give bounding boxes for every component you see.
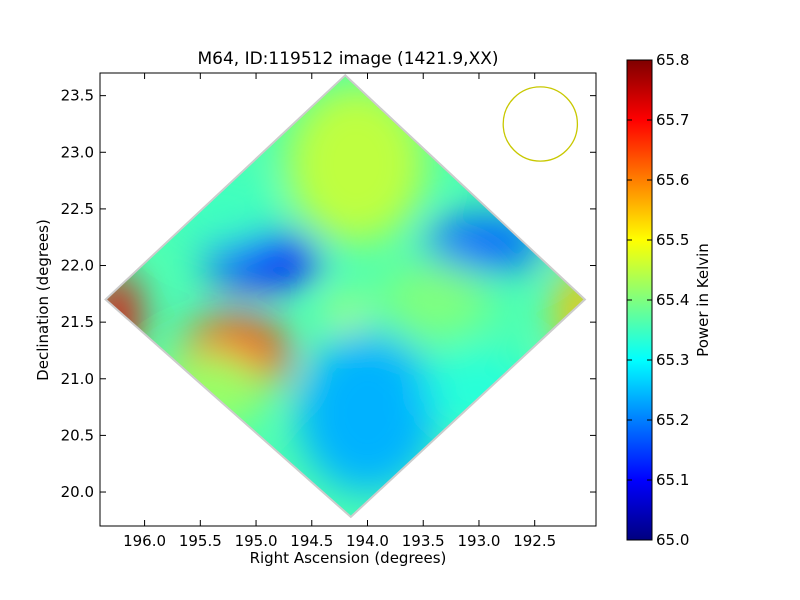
plot-area: 196.0 195.5 195.0 194.5 194.0 193.5 193.0 192.5…: [61, 72, 597, 550]
chart-title: M64, ID:119512 image (1421.9,XX): [197, 49, 498, 69]
colorbar-tick-label: 65.5: [656, 231, 689, 249]
colorbar-tick-label: 65.6: [656, 171, 689, 189]
colorbar-tick-label: 65.1: [656, 471, 689, 489]
heatmap-feature-left-edge-hot: [105, 271, 139, 362]
y-tick-label: 20.5: [61, 426, 94, 444]
y-tick-label: 22.0: [61, 257, 94, 275]
colorbar-tick-label: 65.7: [656, 111, 689, 129]
colorbar-tick-label: 65.4: [656, 291, 689, 309]
heatmap-feature-center-peak: [331, 296, 360, 325]
x-tick-label: 192.5: [513, 532, 556, 550]
y-tick-label: 22.5: [61, 200, 94, 218]
colorbar-tick-label: 65.3: [656, 351, 689, 369]
x-tick-label: 193.0: [457, 532, 500, 550]
y-tick-label: 23.0: [61, 143, 94, 161]
plot-frame: [99, 72, 597, 527]
x-tick-label: 194.5: [290, 532, 333, 550]
colorbar-tick-label: 65.8: [656, 51, 689, 69]
heatmap-layer: [105, 75, 585, 517]
x-axis-label: Right Ascension (degrees): [250, 549, 447, 567]
x-tick-label: 195.5: [179, 532, 222, 550]
y-tick-label: 21.5: [61, 313, 94, 331]
beam-circle: [502, 86, 579, 162]
y-tick-label: 20.0: [61, 483, 94, 501]
y-tick-label: 23.5: [61, 87, 94, 105]
heatmap-feature-upper-left-flank: [167, 168, 278, 249]
heatmap-feature-bottom-region: [297, 332, 438, 493]
y-axis-label: Declination (degrees): [34, 219, 52, 381]
y-axis-ticks: 20.0 20.5 21.0 21.5 22.0 22.5 23.0 23.5: [61, 87, 596, 501]
colorbar-label: Power in Kelvin: [694, 243, 712, 357]
x-axis-ticks: 196.0 195.5 195.0 194.5 194.0 193.5 193.0 192.5: [123, 73, 556, 550]
heatmap-feature-top-region: [286, 83, 427, 244]
colorbar: 65.0 65.1 65.2 65.3 65.4 65.5 65.6 65.7 65.8: [626, 51, 689, 549]
x-tick-label: 193.5: [402, 532, 445, 550]
x-tick-label: 194.0: [346, 532, 389, 550]
heatmap-feature-lower-left-flank: [156, 350, 267, 431]
y-tick-label: 21.0: [61, 370, 94, 388]
map-footprint-edge: [104, 73, 587, 519]
x-tick-label: 196.0: [123, 532, 166, 550]
colorbar-tick-label: 65.2: [656, 411, 689, 429]
colorbar-tick-label: 65.0: [656, 531, 689, 549]
x-tick-label: 195.0: [235, 532, 278, 550]
colorbar-ticks: 65.0 65.1 65.2 65.3 65.4 65.5 65.6 65.7 65.8: [627, 51, 689, 549]
heatmap-feature-right-arm: [379, 259, 490, 340]
